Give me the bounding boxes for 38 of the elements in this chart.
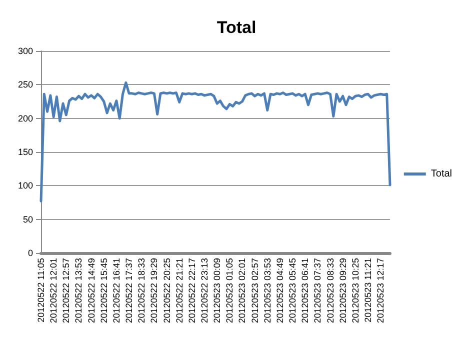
x-tick-label: 20120523 09:29 (338, 258, 348, 324)
x-tick-label: 20120522 21:21 (174, 258, 184, 324)
x-tick-label: 20120522 11:05 (36, 258, 46, 322)
x-tick-label: 20120523 02:01 (237, 258, 248, 324)
legend-label: Total (430, 168, 452, 180)
y-tick-label: 150 (18, 147, 33, 157)
x-tick-label: 20120523 01:05 (224, 258, 235, 324)
y-tick-label: 300 (18, 46, 33, 56)
line-series (40, 81, 392, 202)
y-tick-label: 50 (22, 214, 33, 224)
y-tick-label: 0 (28, 248, 33, 258)
x-tick-label: 20120522 19:29 (149, 258, 160, 324)
x-tick-label: 20120522 16:41 (111, 258, 122, 324)
x-tick-label: 20120523 00:09 (212, 258, 222, 324)
y-tick-label: 200 (18, 113, 33, 124)
x-tick-label: 20120522 13:53 (74, 258, 84, 324)
x-tick-label: 20120523 12:17 (376, 258, 386, 324)
x-tick-label: 20120523 06:41 (300, 258, 310, 324)
x-tick-label: 20120522 17:37 (124, 258, 134, 324)
x-tick-label: 20120522 15:45 (98, 258, 109, 324)
y-tick-label: 100 (18, 180, 33, 191)
x-tick-label: 20120522 14:49 (86, 258, 96, 324)
x-tick-label: 20120522 18:33 (136, 258, 147, 324)
x-tick-label: 20120522 12:57 (61, 258, 72, 324)
x-tick-label: 20120522 20:25 (162, 258, 172, 324)
x-tick-label: 20120523 10:25 (350, 258, 360, 324)
x-tick-label: 20120522 22:17 (186, 258, 197, 324)
x-tick-label: 20120523 11:21 (362, 258, 373, 322)
x-tick-label: 20120522 12:01 (48, 258, 59, 324)
x-tick-label: 20120523 07:37 (312, 258, 323, 324)
x-tick-label: 20120523 04:49 (274, 258, 285, 324)
x-tick-label: 20120523 05:45 (288, 258, 298, 324)
y-tick-label: 250 (18, 80, 33, 90)
x-tick-label: 20120523 02:57 (250, 258, 260, 324)
x-tick-label: 20120522 23:13 (199, 258, 210, 324)
x-tick-label: 20120523 08:33 (325, 258, 336, 324)
chart-title: Total (216, 18, 256, 37)
x-tick-label: 20120523 03:53 (262, 258, 272, 324)
